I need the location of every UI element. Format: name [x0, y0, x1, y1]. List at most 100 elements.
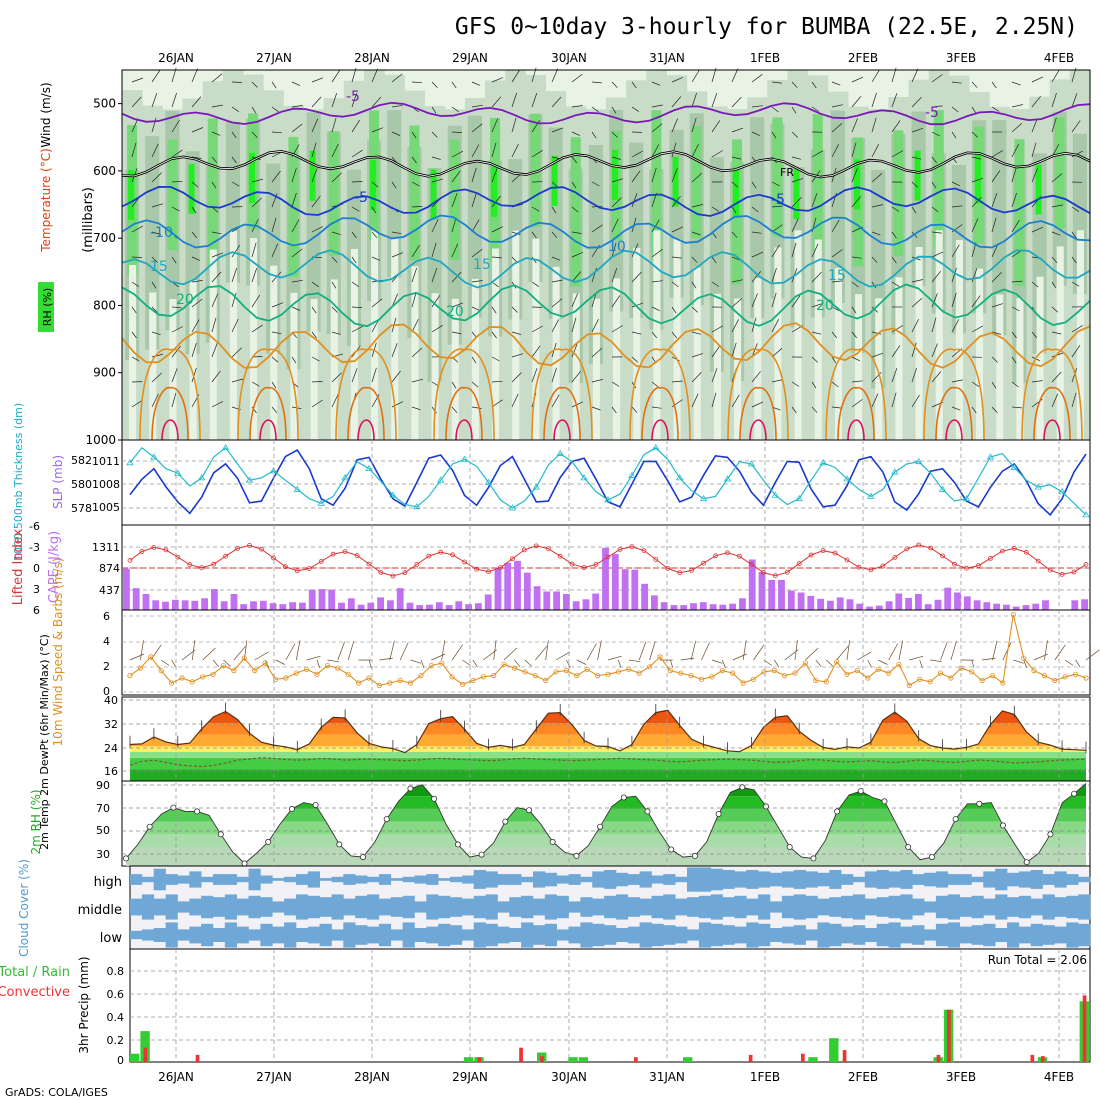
wind-barb [971, 177, 984, 183]
lifted-index-marker [1059, 572, 1065, 577]
wind-barb [1031, 380, 1043, 383]
wind-barb [791, 81, 798, 88]
lifted-index-marker [737, 553, 742, 559]
wind-10m-barb [316, 659, 321, 668]
wind-10m-barb [597, 640, 602, 661]
cloud-bar-middle [1018, 895, 1032, 919]
wind-barb [951, 406, 961, 411]
lifted-index-marker [868, 567, 874, 573]
wind-barb [651, 381, 659, 388]
wind-10m-barb [514, 659, 521, 668]
lifted-index-marker [402, 570, 408, 576]
cloud-bar-high [1054, 871, 1067, 888]
rh-shade-peak [793, 169, 800, 220]
wind-barb [691, 69, 700, 83]
wind-barb [911, 342, 917, 358]
wind-barb [651, 81, 661, 86]
rh-shade-dry [713, 293, 721, 440]
wind-barb [171, 345, 181, 358]
isotherm-loop-core [161, 419, 179, 441]
wind-tick-label: 6 [103, 610, 110, 623]
wind-barb [431, 81, 438, 88]
wind-barb [451, 193, 458, 208]
wind-barb [191, 280, 203, 283]
wind-barb [551, 298, 563, 308]
wind-10m-barb [940, 641, 948, 661]
wind-barb [151, 331, 161, 336]
wind-speed-marker [594, 672, 601, 679]
wind-barb [431, 295, 441, 308]
wind-speed-marker [355, 680, 362, 686]
isotherm-loop-inner [935, 386, 973, 441]
cloud-bar-high [153, 868, 166, 891]
cape-bar [240, 604, 248, 610]
wind-10m-barb [825, 659, 834, 667]
thickness-marker [699, 494, 708, 502]
precip-bars [130, 995, 1089, 1062]
cloud-bar-low [1042, 925, 1055, 945]
top-date-label: 1FEB [750, 51, 780, 65]
wind-barb [691, 331, 702, 335]
wind-barb [551, 206, 557, 214]
wind-speed-marker [1000, 680, 1006, 686]
wind-speed-marker [667, 667, 673, 674]
rh-shade-dry [129, 265, 137, 440]
cloud-bar-high [556, 875, 569, 884]
lifted-tick-label: 3 [33, 583, 40, 596]
run-total-label: Run Total = 2.06 [988, 953, 1087, 967]
wind-barb [371, 367, 377, 383]
wind-10m-barb [794, 640, 798, 661]
cloud-bar-middle [722, 897, 735, 917]
wind-barb [491, 256, 502, 259]
thickness-marker [436, 476, 445, 483]
wind-barb [751, 131, 760, 137]
top-date-label: 26JAN [158, 51, 194, 65]
lifted-index-marker [557, 553, 563, 559]
cloud-bar-low [497, 926, 510, 944]
lifted-index-marker [605, 554, 611, 560]
wind-barb [891, 345, 901, 358]
wind-barb [331, 306, 338, 313]
rh-shade-dry [613, 278, 621, 440]
cloud-bar-middle [698, 895, 712, 919]
wind-speed-marker [709, 674, 715, 680]
wind-speed-marker [979, 677, 985, 684]
lifted-index-marker [486, 569, 491, 575]
rh-marker [928, 854, 935, 861]
cape-bar [1081, 599, 1088, 610]
wind-barb [711, 120, 721, 133]
wind-10m-barb [971, 659, 975, 668]
cape-bar [1012, 606, 1020, 610]
wind-10m-panel: 6 4 2 0 10m Wind Speed & Barbs (m/s) [51, 558, 1100, 746]
wind-barb [671, 256, 682, 259]
wind-10m-barb [930, 659, 942, 663]
wind-speed-marker [511, 665, 518, 671]
cloud-bar-high [568, 874, 581, 885]
cloud-bar-high [758, 871, 771, 888]
lifted-index-marker [904, 546, 910, 552]
lifted-index-marker [235, 546, 241, 551]
rh-marker [1023, 859, 1030, 866]
wind-barb [731, 127, 744, 133]
lifted-index-marker [641, 548, 647, 553]
wind-barb [631, 243, 639, 258]
precip-tick-label: 0.2 [107, 1034, 125, 1047]
precip-tick-label: 0 [117, 1054, 124, 1067]
cloud-bar-middle [248, 895, 261, 919]
precip-tick-label: 0.4 [107, 1011, 125, 1024]
rh-shade-dry [492, 248, 500, 440]
isotherm-label: -5 [771, 192, 785, 208]
wind-barb [731, 319, 740, 333]
wind-barb [811, 106, 820, 112]
wind-10m-barb [721, 659, 726, 668]
wind-barb [751, 343, 758, 358]
rh-marker [1071, 790, 1078, 797]
wind-barb [611, 242, 617, 258]
wind-speed-marker [397, 677, 403, 684]
cloud-bar-middle [544, 894, 557, 920]
lifted-index-marker [1047, 567, 1053, 573]
cloud-bar-low [900, 926, 913, 944]
bottom-date-label: 30JAN [551, 1070, 587, 1084]
isotherm-line [121, 214, 1091, 249]
wind-barb [991, 150, 1003, 158]
